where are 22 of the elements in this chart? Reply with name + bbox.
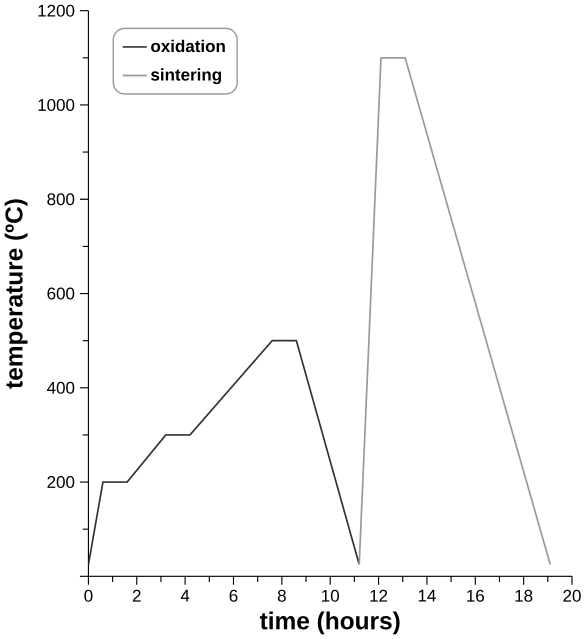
x-axis-title: time (hours) (260, 611, 400, 634)
x-tick-label: 20 (563, 590, 581, 602)
y-tick-label: 400 (46, 382, 74, 394)
legend-label: oxidation (151, 40, 225, 52)
y-tick-label: 600 (47, 288, 74, 300)
x-tick-label: 0 (84, 590, 92, 602)
x-tick-label: 8 (278, 590, 286, 602)
x-tick-label: 2 (132, 590, 141, 602)
y-axis-title: temperature (ºC) (4, 199, 28, 389)
y-tick-label: 800 (47, 193, 74, 206)
x-tick-label: 4 (180, 590, 190, 602)
y-tick-label: 1200 (38, 4, 74, 17)
x-tick-label: 12 (370, 590, 388, 602)
y-tick-label: 1000 (38, 98, 74, 111)
line-series (88, 340, 360, 566)
x-tick-label: 10 (322, 590, 339, 602)
x-tick-label: 18 (515, 590, 532, 602)
x-tick-label: 14 (418, 590, 436, 602)
legend-label: sintering (150, 68, 221, 84)
x-tick-label: 6 (230, 590, 238, 602)
y-tick-label: 200 (47, 476, 74, 488)
x-tick-label: 16 (467, 590, 484, 602)
